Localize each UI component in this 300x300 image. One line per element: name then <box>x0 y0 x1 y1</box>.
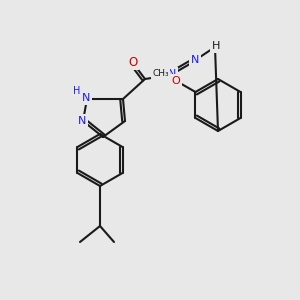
Text: N: N <box>78 116 86 126</box>
Text: H: H <box>73 86 81 96</box>
Text: H: H <box>212 41 220 51</box>
Text: CH₃: CH₃ <box>152 70 169 79</box>
Text: N: N <box>82 93 90 103</box>
Text: O: O <box>171 76 180 86</box>
Text: H: H <box>168 79 176 89</box>
Text: O: O <box>128 56 138 68</box>
Text: N: N <box>168 69 176 79</box>
Text: N: N <box>191 55 199 65</box>
